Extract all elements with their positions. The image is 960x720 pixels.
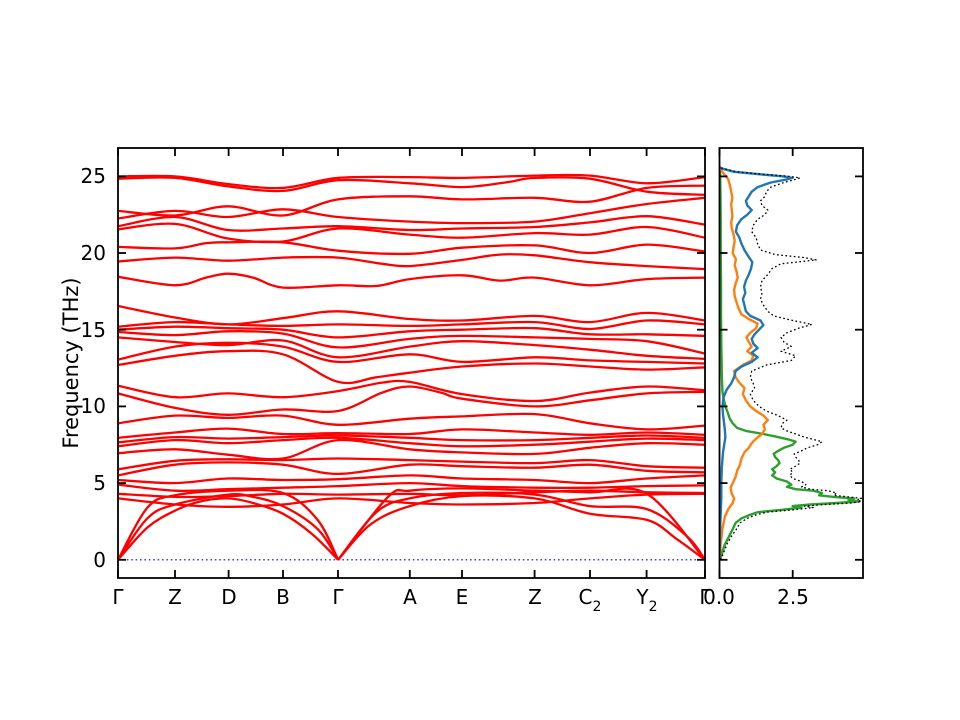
phonon-band [118, 436, 705, 448]
phonon-band [118, 304, 705, 326]
dos-curves [719, 166, 863, 561]
phonon-band [337, 491, 705, 561]
phonon-band [118, 412, 705, 431]
phonon-band [118, 325, 705, 339]
phonon-band [118, 184, 705, 217]
phonon-band [118, 196, 705, 225]
phonon-band [118, 497, 339, 561]
phonon-band [118, 461, 705, 477]
x-tick-label-gamma: Γ [699, 585, 711, 609]
x-tick-label-b: B [276, 585, 290, 609]
y-axis-label: Frequency (THz) [59, 277, 83, 449]
phonon-band [118, 336, 705, 361]
phonon-band [118, 488, 340, 561]
x-tick-sub: 2 [592, 599, 602, 615]
y-tick-label: 5 [93, 471, 106, 495]
phonon-band [118, 176, 705, 196]
x-tick-label-z: Z [168, 585, 182, 609]
x-tick-label-z: Z [528, 585, 542, 609]
x-tick-sub: 2 [648, 599, 658, 615]
phonon-band [118, 215, 705, 232]
phonon-band [118, 481, 705, 493]
band-structure-curves [118, 173, 705, 561]
y-tick-label: 20 [80, 241, 106, 265]
y-tick-label: 25 [80, 164, 106, 188]
phonon-band [118, 272, 705, 290]
x-tick-label-gamma: Γ [112, 585, 124, 609]
phonon-band [118, 253, 705, 271]
phonon-band [118, 349, 705, 385]
pdos-green-curve [719, 168, 860, 561]
x-tick-label-e: E [455, 585, 469, 609]
phonon-band [118, 222, 705, 244]
dos-x-tick-label: 2.5 [777, 585, 809, 609]
y-tick-label: 10 [80, 394, 106, 418]
phonon-band [118, 385, 705, 416]
x-tick-label-c2: C2 [578, 585, 602, 615]
dos-panel-axes [718, 147, 864, 579]
phonon-band [337, 494, 705, 561]
dos-x-tick-label: 0.0 [703, 585, 735, 609]
x-tick-label-d: D [221, 585, 237, 609]
total-dos-curve [719, 166, 863, 561]
x-tick-label-a: A [403, 585, 417, 609]
phonon-band [118, 489, 705, 499]
x-tick-label-y2: Y2 [636, 585, 658, 615]
phonon-band [118, 434, 705, 444]
phonon-band [118, 341, 705, 365]
phonon-band [118, 474, 705, 485]
phonon-band [337, 487, 705, 561]
band-panel-axes [117, 147, 706, 579]
phonon-band [118, 492, 705, 508]
phonon-band [118, 438, 705, 461]
phonon-band [118, 240, 705, 256]
phonon-band [118, 427, 705, 439]
phonon-band [118, 173, 705, 190]
phonon-band [118, 379, 705, 403]
phonon-band [118, 457, 705, 471]
y-tick-label: 0 [93, 548, 106, 572]
y-tick-label: 15 [80, 318, 106, 342]
pdos-blue-curve [719, 166, 794, 560]
x-tick-label-gamma: Γ [332, 585, 344, 609]
phonon-band [118, 330, 705, 355]
pdos-orange-curve [719, 166, 769, 560]
